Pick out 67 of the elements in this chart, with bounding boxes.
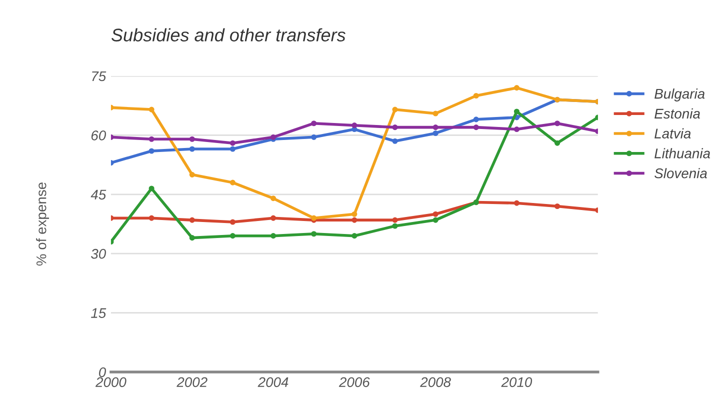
point [270, 196, 276, 202]
x-tick-label: 2004 [258, 377, 288, 388]
point [230, 146, 236, 152]
point [270, 215, 276, 221]
point [148, 215, 154, 221]
line-series [110, 200, 598, 225]
x-tick-label: 2006 [338, 377, 370, 388]
point [230, 140, 236, 146]
point [148, 136, 154, 142]
legend-label: Bulgaria [654, 88, 705, 102]
point [392, 223, 398, 229]
point [189, 172, 195, 178]
point [392, 217, 398, 223]
point [148, 106, 154, 112]
y-tick-label: 30 [90, 248, 106, 259]
point [352, 217, 358, 223]
point [230, 180, 236, 186]
point [514, 85, 520, 91]
point [311, 134, 317, 140]
point [514, 108, 520, 114]
point [189, 235, 195, 241]
point [432, 110, 438, 116]
point [352, 211, 358, 217]
point [432, 130, 438, 136]
point [554, 140, 560, 146]
point [311, 231, 317, 237]
point [554, 120, 560, 126]
y-tick-label: 0 [99, 367, 106, 378]
line-series [110, 120, 598, 146]
point [514, 126, 520, 132]
legend-label: Latvia [654, 128, 691, 138]
y-tick-label: 15 [91, 308, 106, 318]
point [148, 186, 154, 192]
point [432, 217, 438, 223]
point [230, 219, 236, 225]
y-tick-label: 75 [92, 71, 106, 82]
point [189, 146, 195, 152]
point [230, 233, 236, 239]
point [148, 148, 154, 154]
point [392, 124, 398, 130]
point [392, 106, 398, 112]
legend-label: Lithuania [654, 148, 710, 158]
point [270, 233, 276, 239]
point [514, 200, 520, 206]
x-tick-label: 2000 [95, 377, 126, 388]
point [432, 211, 438, 217]
y-tick-label: 60 [91, 130, 106, 140]
x-tick-label: 2008 [420, 377, 451, 388]
point [189, 217, 195, 223]
legend-label: Slovenia [654, 168, 707, 178]
point [352, 122, 358, 128]
chart-title: Subsidies and other transfers [111, 28, 346, 42]
point [473, 124, 479, 130]
y-tick-label: 45 [90, 190, 106, 200]
point [189, 136, 195, 142]
point [473, 92, 479, 99]
legend-label: Estonia [654, 108, 700, 119]
point [352, 233, 358, 239]
x-tick-label: 2010 [501, 377, 532, 388]
point [392, 138, 398, 144]
x-tick-label: 2002 [176, 377, 208, 388]
point [311, 120, 317, 126]
point [432, 124, 438, 130]
point [473, 116, 479, 122]
point [554, 203, 560, 210]
y-axis-title: % of expense [36, 182, 50, 266]
line-series [110, 85, 598, 221]
